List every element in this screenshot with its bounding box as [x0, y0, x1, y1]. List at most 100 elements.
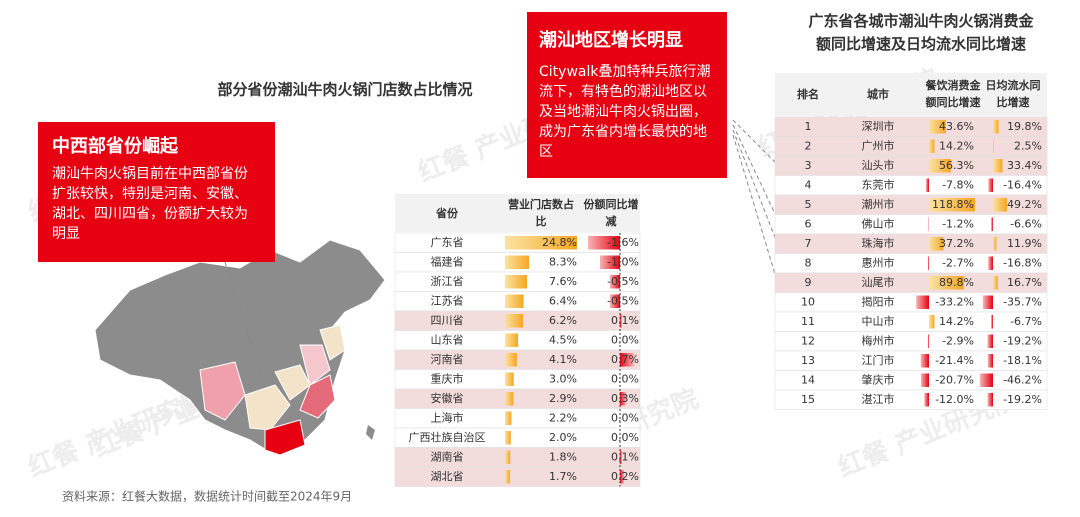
change-label: 0.7%: [611, 353, 639, 366]
share-label: 1.7%: [549, 470, 577, 483]
share-label: 2.9%: [549, 392, 577, 405]
share-label: 2.2%: [549, 411, 577, 424]
change-bar: [600, 255, 620, 269]
consumption-bar: [929, 315, 935, 329]
table-row: [774, 311, 1048, 332]
daily-flow-label: 33.4%: [1007, 159, 1042, 172]
share-bar: [505, 372, 514, 386]
daily-flow-bar: [993, 276, 998, 290]
consumption-bar: [929, 237, 944, 251]
share-label: 4.5%: [549, 333, 577, 346]
daily-flow-label: -6.6%: [1010, 217, 1042, 230]
province-name: 江苏省: [431, 294, 464, 307]
share-bar: [505, 353, 517, 367]
change-label: 0.0%: [611, 333, 639, 346]
change-bar: [620, 314, 622, 328]
column-header: 餐饮消费金额同比增速: [925, 79, 981, 109]
change-label: 0.1%: [611, 450, 639, 463]
daily-flow-label: -46.2%: [1003, 373, 1042, 386]
daily-flow-label: -19.2%: [1003, 334, 1042, 347]
change-bar: [620, 353, 634, 367]
consumption-bar: [924, 393, 929, 407]
change-label: 0.1%: [611, 314, 639, 327]
map: [94, 239, 386, 456]
daily-flow-label: -16.8%: [1003, 256, 1042, 269]
city-name: 潮州市: [862, 197, 895, 211]
daily-flow-bar: [991, 217, 993, 231]
city-name: 广州市: [862, 138, 895, 152]
column-header: 省份: [436, 207, 458, 220]
share-bar: [505, 470, 510, 484]
change-bar: [610, 275, 620, 289]
daily-flow-label: 11.9%: [1007, 237, 1042, 250]
column-header: 份额同比增减: [583, 198, 639, 228]
rank: 1: [805, 120, 812, 133]
daily-flow-bar: [991, 315, 993, 329]
consumption-label: -20.7%: [935, 373, 974, 386]
share-bar: [505, 255, 530, 269]
change-bar: [620, 470, 624, 484]
daily-flow-label: 49.2%: [1007, 198, 1042, 211]
rank: 13: [801, 354, 815, 367]
daily-flow-bar: [987, 393, 993, 407]
callout-title: 潮汕地区增长明显: [539, 30, 683, 51]
change-label: -0.5%: [607, 294, 639, 307]
daily-flow-label: -18.1%: [1003, 354, 1042, 367]
city-name: 揭阳市: [862, 294, 895, 308]
province-name: 安徽省: [431, 391, 464, 405]
rank: 8: [805, 256, 812, 269]
column-header: 城市: [867, 88, 889, 101]
daily-flow-bar: [988, 178, 993, 192]
consumption-bar: [925, 178, 929, 192]
consumption-bar: [929, 276, 964, 290]
table-row: [774, 389, 1048, 410]
province-name: 四川省: [431, 314, 464, 327]
consumption-bar: [916, 295, 929, 309]
share-label: 8.3%: [549, 255, 577, 268]
daily-flow-bar: [993, 120, 999, 134]
consumption-label: 56.3%: [939, 159, 974, 172]
change-label: -1.6%: [607, 236, 639, 249]
daily-flow-bar: [993, 198, 1007, 212]
share-label: 6.2%: [549, 314, 577, 327]
daily-flow-bar: [988, 256, 993, 270]
share-bar: [505, 333, 519, 347]
city-name: 珠海市: [862, 236, 895, 250]
consumption-label: 14.2%: [939, 139, 974, 152]
share-label: 4.1%: [549, 353, 577, 366]
consumption-bar: [927, 334, 929, 348]
share-bar: [505, 314, 523, 328]
rank: 2: [805, 139, 812, 152]
consumption-label: 118.8%: [932, 198, 974, 211]
rank: 12: [801, 334, 815, 347]
consumption-label: 14.2%: [939, 315, 974, 328]
province-name: 山东省: [431, 333, 464, 346]
callout-title: 中西部省份崛起: [52, 136, 178, 157]
share-label: 3.0%: [549, 372, 577, 385]
right-title: 广东省各城市潮汕牛肉火锅消费金额同比增速及日均流水同比增速: [808, 12, 1034, 53]
rank: 7: [805, 237, 812, 250]
rank: 15: [801, 393, 815, 406]
consumption-bar: [929, 120, 946, 134]
daily-flow-label: 2.5%: [1014, 139, 1042, 152]
province-name: 广东省: [431, 236, 464, 249]
change-label: 0.2%: [611, 470, 639, 483]
consumption-bar: [927, 256, 929, 270]
rank: 9: [805, 276, 812, 289]
consumption-label: -7.8%: [942, 178, 974, 191]
daily-flow-bar: [993, 139, 994, 153]
consumption-label: -2.7%: [942, 256, 974, 269]
daily-flow-bar: [987, 354, 993, 368]
share-bar: [505, 411, 512, 425]
share-bar: [505, 450, 511, 464]
province-name: 湖北省: [431, 470, 464, 483]
change-bar: [588, 236, 620, 250]
province-name: 福建省: [431, 254, 464, 268]
city-name: 深圳市: [862, 119, 895, 133]
city-name: 湛江市: [862, 392, 895, 406]
daily-flow-bar: [982, 295, 993, 309]
table-row: [774, 136, 1048, 157]
consumption-label: 43.6%: [939, 120, 974, 133]
city-name: 梅州市: [862, 333, 895, 347]
